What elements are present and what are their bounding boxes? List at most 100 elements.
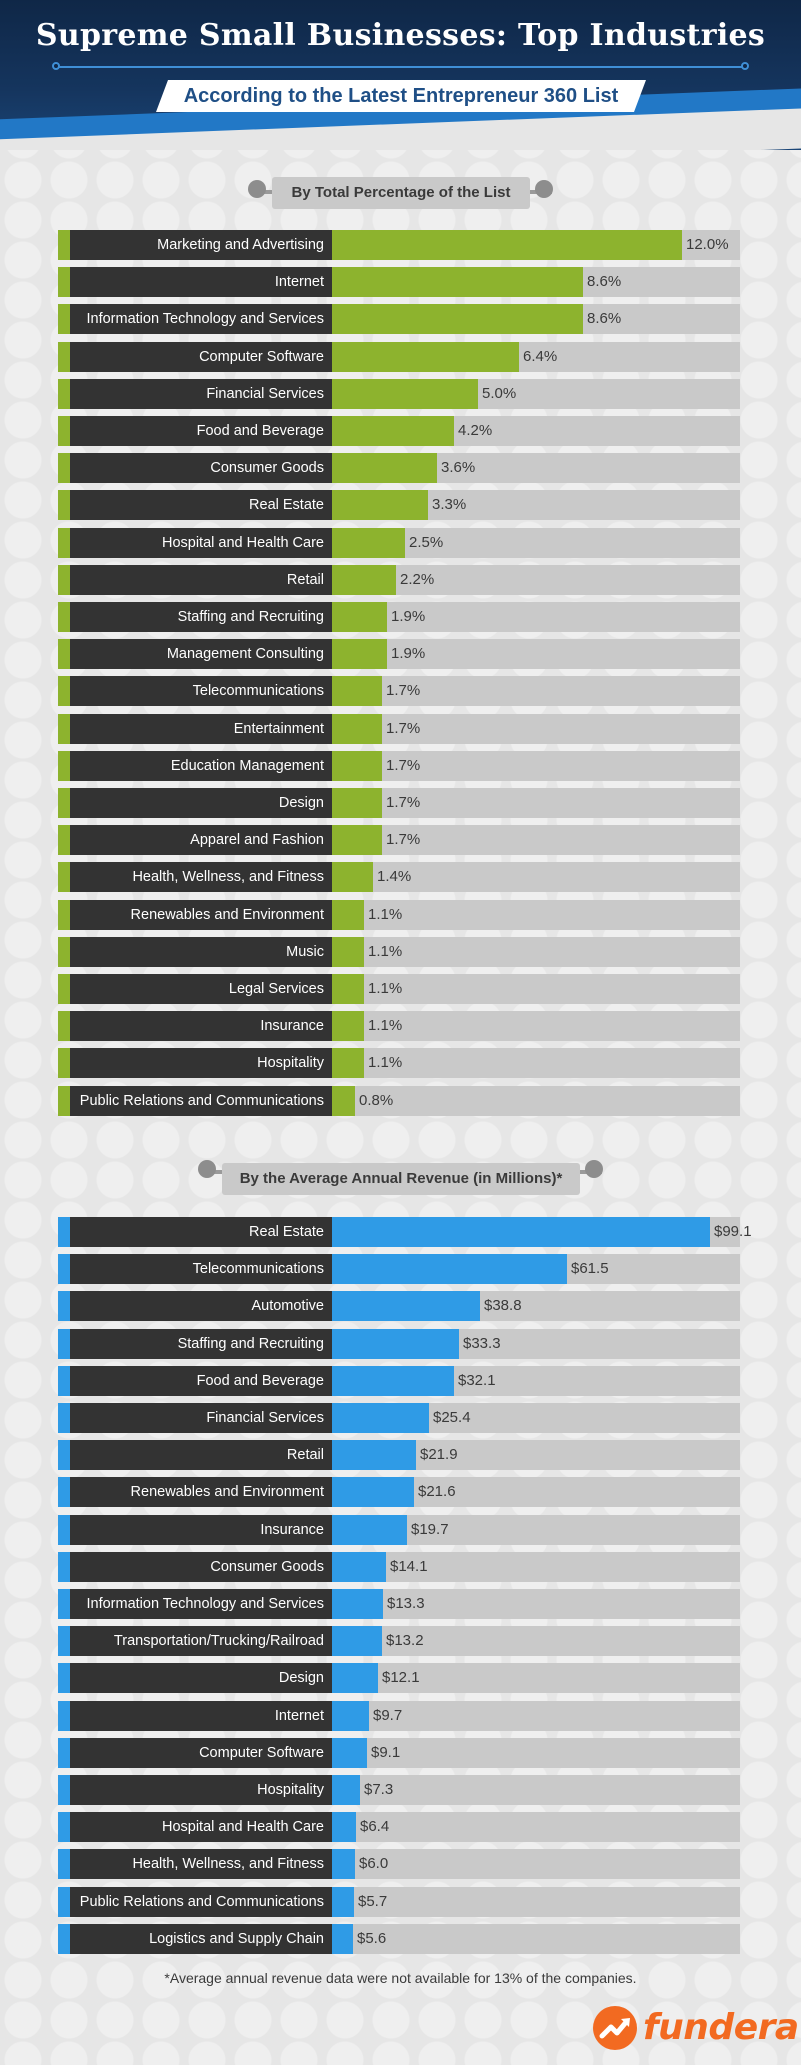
bar-track: 3.3%: [332, 490, 740, 521]
bar-category-label: Health, Wellness, and Fitness: [70, 1849, 332, 1880]
bar-track: 5.0%: [332, 378, 740, 409]
bar-row: Education Management 1.7%: [0, 750, 801, 781]
bar-value-label: 6.4%: [523, 347, 558, 365]
bar-track: 1.1%: [332, 1011, 740, 1042]
bar: [332, 341, 519, 372]
bar: [332, 1514, 407, 1545]
bar-row: Music 1.1%: [0, 936, 801, 967]
bar-accent: [58, 1365, 70, 1396]
bar: [332, 304, 583, 335]
bar-category-label: Public Relations and Communications: [70, 1085, 332, 1116]
bar-value-label: 1.1%: [368, 1017, 403, 1035]
bar-row: Telecommunications 1.7%: [0, 676, 801, 707]
bar-category-label: Transportation/Trucking/Railroad: [70, 1626, 332, 1657]
bar-category-label: Hospital and Health Care: [70, 1812, 332, 1843]
bar-row: Financial Services 5.0%: [0, 378, 801, 409]
bar: [332, 825, 382, 856]
bar-accent: [58, 899, 70, 930]
bar: [332, 1589, 383, 1619]
bar-track: $9.7: [332, 1700, 740, 1731]
section-2-title: By the Average Annual Revenue (in Millio…: [222, 1163, 580, 1195]
bar-category-label: Hospitality: [70, 1775, 332, 1805]
bar-category-label: Food and Beverage: [70, 1365, 332, 1396]
bar-category-label: Logistics and Supply Chain: [70, 1923, 332, 1954]
bar-value-label: 1.9%: [391, 645, 426, 663]
bar-track: $61.5: [332, 1254, 740, 1285]
header: Supreme Small Businesses: Top Industries…: [0, 0, 801, 150]
bar-accent: [58, 490, 70, 521]
bar-track: 1.7%: [332, 713, 740, 744]
bar: [332, 899, 364, 930]
bar-track: $6.4: [332, 1812, 740, 1843]
title-divider-dot-right: [741, 62, 749, 70]
bar-accent: [58, 1440, 70, 1471]
bar: [332, 1849, 355, 1880]
bar-value-label: 1.7%: [386, 682, 421, 700]
bar-accent: [58, 639, 70, 670]
bar-category-label: Education Management: [70, 750, 332, 781]
bar: [332, 1626, 382, 1657]
bar-row: Marketing and Advertising 12.0%: [0, 230, 801, 260]
bar-value-label: $6.0: [359, 1855, 389, 1873]
bar-value-label: $12.1: [382, 1669, 420, 1687]
bar-accent: [58, 713, 70, 744]
bar-track: $33.3: [332, 1328, 740, 1359]
bar-value-label: $33.3: [463, 1334, 501, 1352]
bar-category-label: Retail: [70, 564, 332, 595]
fundera-logo: fundera: [593, 2004, 799, 2054]
bar-value-label: $9.7: [373, 1706, 403, 1724]
bar-track: 1.9%: [332, 639, 740, 670]
bar-accent: [58, 1700, 70, 1731]
bar-row: Automotive $38.8: [0, 1291, 801, 1322]
bar-row: Logistics and Supply Chain $5.6: [0, 1923, 801, 1954]
bar-track: $13.2: [332, 1626, 740, 1657]
bar-category-label: Insurance: [70, 1514, 332, 1545]
bar-accent: [58, 1048, 70, 1079]
bar-value-label: $38.8: [484, 1297, 522, 1315]
bar-row: Consumer Goods $14.1: [0, 1551, 801, 1582]
bar-category-label: Music: [70, 936, 332, 967]
bar-row: Information Technology and Services $13.3: [0, 1589, 801, 1619]
bar-track: 12.0%: [332, 230, 740, 260]
bar: [332, 1291, 480, 1322]
bar-value-label: 1.7%: [386, 756, 421, 774]
bar-track: $5.6: [332, 1923, 740, 1954]
bar-category-label: Internet: [70, 1700, 332, 1731]
bar-track: $19.7: [332, 1514, 740, 1545]
bar-value-label: $6.4: [360, 1818, 390, 1836]
bar: [332, 453, 437, 484]
bar-category-label: Hospital and Health Care: [70, 527, 332, 558]
bar-row: Transportation/Trucking/Railroad $13.2: [0, 1626, 801, 1657]
bar-row: Real Estate 3.3%: [0, 490, 801, 521]
bar: [332, 1217, 710, 1247]
bar-row: Hospitality $7.3: [0, 1775, 801, 1805]
bar-accent: [58, 862, 70, 893]
section-2-knob-right: [585, 1160, 603, 1178]
bar-category-label: Real Estate: [70, 1217, 332, 1247]
bar-row: Food and Beverage 4.2%: [0, 416, 801, 446]
section-1-knob-left: [248, 180, 266, 198]
bar-category-label: Real Estate: [70, 490, 332, 521]
bar-track: $14.1: [332, 1551, 740, 1582]
bar: [332, 1812, 356, 1843]
bar-value-label: 2.5%: [409, 533, 444, 551]
bar: [332, 1085, 355, 1116]
bar-value-label: 1.1%: [368, 1054, 403, 1072]
bar-track: $5.7: [332, 1886, 740, 1917]
bar: [332, 676, 382, 707]
bar-accent: [58, 974, 70, 1004]
bar-value-label: 1.7%: [386, 794, 421, 811]
bar-row: Apparel and Fashion 1.7%: [0, 825, 801, 856]
bar-row: Consumer Goods 3.6%: [0, 453, 801, 484]
bar-row: Staffing and Recruiting $33.3: [0, 1328, 801, 1359]
bar-value-label: $99.1: [714, 1223, 752, 1240]
bar-accent: [58, 825, 70, 856]
bar-track: $6.0: [332, 1849, 740, 1880]
bar-category-label: Staffing and Recruiting: [70, 602, 332, 632]
bar-value-label: 1.4%: [377, 868, 412, 886]
bar-value-label: $61.5: [571, 1260, 609, 1278]
bar: [332, 1477, 414, 1508]
bar-track: $21.9: [332, 1440, 740, 1471]
bar-track: $99.1: [332, 1217, 752, 1247]
bar: [332, 490, 428, 521]
